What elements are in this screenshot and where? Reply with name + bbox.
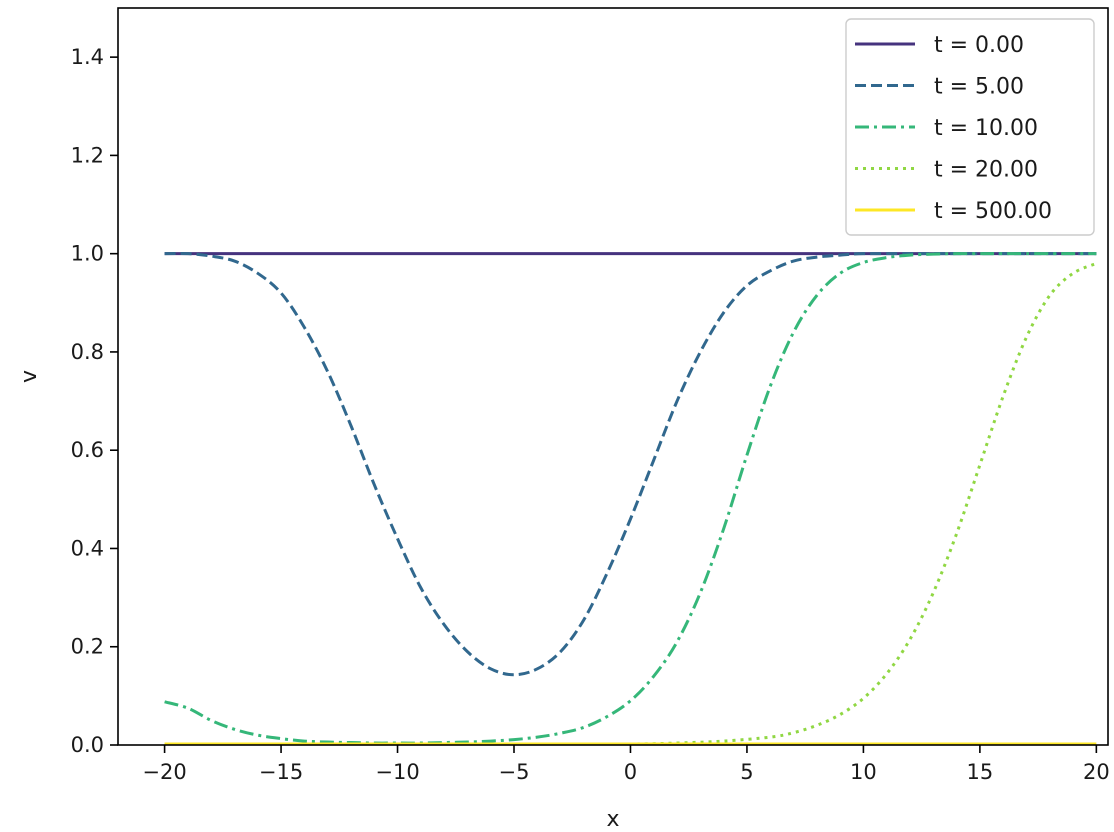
x-tick-label: −15 <box>259 760 303 784</box>
legend-item: t = 0.00 <box>855 33 1024 58</box>
x-tick-label: −20 <box>142 760 186 784</box>
x-tick-label: 20 <box>1083 760 1110 784</box>
series-line-2 <box>164 252 1097 745</box>
y-tick-label: 0.6 <box>71 438 104 462</box>
legend-box <box>845 18 1095 236</box>
legend-label: t = 5.00 <box>934 75 1024 100</box>
y-tick-label: 0.4 <box>71 536 104 560</box>
y-axis: 0.0 0.2 0.4 0.6 0.8 1.0 1.2 1.4 <box>71 45 118 757</box>
x-axis-label: x <box>606 807 619 832</box>
y-tick-label: 0.8 <box>71 340 104 364</box>
y-tick-label: 0.2 <box>71 635 104 659</box>
series-line-1 <box>164 251 1097 677</box>
x-tick-label: 0 <box>624 760 637 784</box>
x-tick-label: −5 <box>499 760 530 784</box>
legend: t = 0.00 t = 5.00 t = 10.00 t = 20.00 t = 50… <box>845 18 1095 236</box>
x-tick-label: 10 <box>850 760 877 784</box>
legend-label: t = 0.00 <box>934 33 1024 58</box>
x-tick-label: −10 <box>375 760 419 784</box>
x-tick-label: 5 <box>740 760 753 784</box>
x-axis: −20 −15 −10 −5 0 5 10 15 20 <box>142 745 1110 784</box>
y-tick-label: 1.4 <box>71 45 104 69</box>
legend-item: t = 500.00 <box>855 199 1052 224</box>
legend-label: t = 20.00 <box>934 158 1038 183</box>
legend-item: t = 5.00 <box>855 75 1024 100</box>
y-tick-label: 0.0 <box>71 733 104 757</box>
legend-label: t = 10.00 <box>934 116 1038 141</box>
y-tick-label: 1.0 <box>71 242 104 266</box>
legend-item: t = 20.00 <box>855 158 1038 183</box>
y-axis-label: v <box>17 370 42 383</box>
legend-label: t = 500.00 <box>934 199 1052 224</box>
y-tick-label: 1.2 <box>71 143 104 167</box>
x-tick-label: 15 <box>967 760 994 784</box>
plot-area-frame <box>117 7 1109 746</box>
legend-item: t = 10.00 <box>855 116 1038 141</box>
